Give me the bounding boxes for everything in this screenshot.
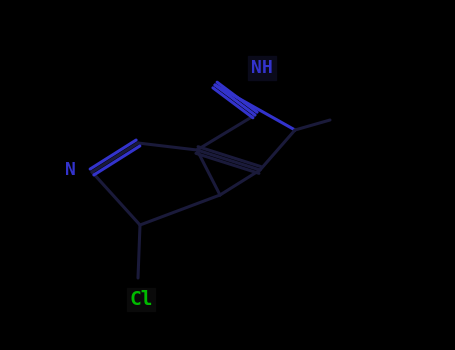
Text: N: N	[65, 161, 76, 179]
Text: NH: NH	[251, 59, 273, 77]
Text: Cl: Cl	[129, 290, 153, 309]
